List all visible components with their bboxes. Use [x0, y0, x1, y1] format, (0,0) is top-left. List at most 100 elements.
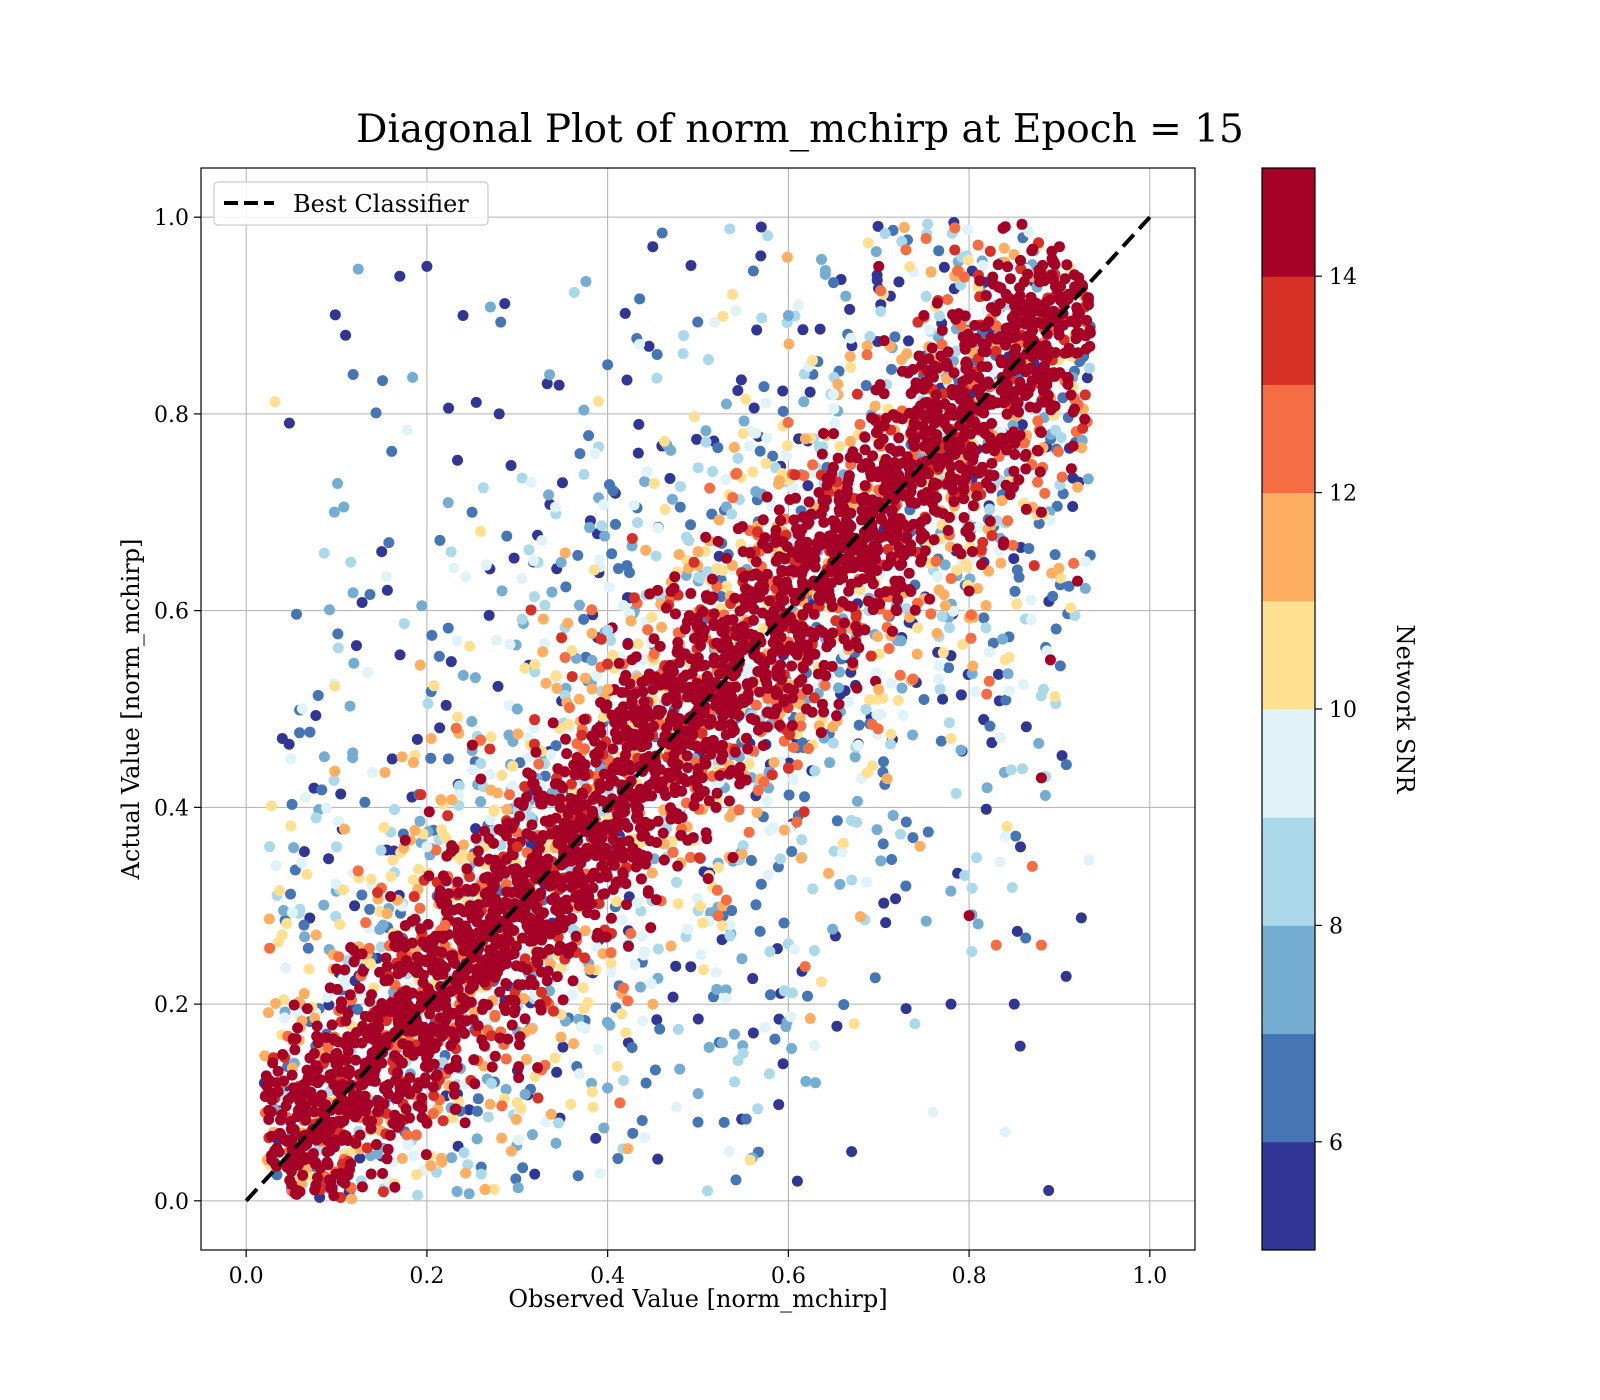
- cloud-point: [1020, 932, 1032, 944]
- cloud-point: [937, 693, 949, 705]
- cloud-point: [699, 684, 711, 696]
- cloud-point: [1032, 476, 1044, 488]
- cloud-point: [682, 762, 694, 774]
- cloud-point: [1083, 854, 1095, 866]
- cloud-point: [605, 912, 617, 924]
- cloud-point: [969, 319, 981, 331]
- cloud-point: [479, 825, 491, 837]
- cloud-point: [639, 753, 651, 765]
- cloud-point: [943, 662, 955, 674]
- cloud-point: [1050, 623, 1062, 635]
- cloud-point: [786, 660, 798, 672]
- cloud-point: [763, 1068, 775, 1080]
- cloud-point: [888, 585, 900, 597]
- cloud-point: [635, 905, 647, 917]
- cloud-point: [589, 909, 601, 921]
- cloud-point: [566, 671, 578, 683]
- cloud-point: [959, 869, 971, 881]
- cloud-point: [802, 743, 814, 755]
- cloud-point: [816, 698, 828, 710]
- cloud-point: [762, 230, 774, 242]
- cloud-point: [1084, 362, 1096, 374]
- cloud-point: [854, 911, 866, 923]
- cloud-point: [575, 812, 587, 824]
- cloud-point: [1022, 268, 1034, 280]
- cloud-point: [591, 840, 603, 852]
- cloud-point: [755, 878, 767, 890]
- cloud-point: [834, 440, 846, 452]
- cloud-point: [498, 943, 510, 955]
- cloud-point: [285, 888, 297, 900]
- cloud-point: [639, 1131, 651, 1143]
- cloud-point: [758, 381, 770, 393]
- cloud-point: [962, 254, 974, 266]
- cloud-point: [732, 452, 744, 464]
- cloud-point: [285, 1116, 297, 1128]
- cloud-point: [588, 564, 600, 576]
- cloud-point: [834, 878, 846, 890]
- cloud-point: [1033, 517, 1045, 529]
- cloud-point: [536, 986, 548, 998]
- cloud-point: [872, 630, 884, 642]
- cloud-point: [364, 589, 376, 601]
- cloud-point: [939, 600, 951, 612]
- cloud-point: [808, 692, 820, 704]
- cloud-point: [372, 886, 384, 898]
- cloud-point: [727, 852, 739, 864]
- cloud-point: [620, 1027, 632, 1039]
- cloud-point: [299, 791, 311, 803]
- cloud-point: [751, 806, 763, 818]
- cloud-point: [318, 899, 330, 911]
- cloud-point: [738, 621, 750, 633]
- cloud-point: [895, 635, 907, 647]
- cloud-point: [499, 298, 511, 310]
- cloud-point: [549, 1052, 561, 1064]
- cloud-point: [860, 380, 872, 392]
- cloud-point: [827, 627, 839, 639]
- cloud-point: [547, 1005, 559, 1017]
- cloud-point: [773, 1099, 785, 1111]
- cloud-point: [878, 388, 890, 400]
- cloud-point: [827, 515, 839, 527]
- cloud-point: [612, 563, 624, 575]
- cloud-point: [692, 1013, 704, 1025]
- cloud-point: [787, 741, 799, 753]
- cloud-point: [986, 737, 998, 749]
- cloud-point: [1008, 465, 1020, 477]
- cloud-point: [833, 682, 845, 694]
- cloud-point: [513, 1039, 525, 1051]
- cloud-point: [625, 615, 637, 627]
- cloud-point: [983, 565, 995, 577]
- cloud-point: [428, 680, 440, 692]
- cloud-point: [1007, 539, 1019, 551]
- cloud-point: [519, 1088, 531, 1100]
- cloud-point: [630, 651, 642, 663]
- cloud-point: [1014, 1040, 1026, 1052]
- cloud-point: [638, 696, 650, 708]
- cloud-point: [877, 838, 889, 850]
- cloud-point: [400, 1103, 412, 1115]
- cloud-point: [980, 600, 992, 612]
- cloud-point: [386, 753, 398, 765]
- cloud-point: [625, 927, 637, 939]
- cloud-point: [506, 864, 518, 876]
- cloud-point: [654, 640, 666, 652]
- cloud-point: [949, 244, 961, 256]
- cloud-point: [823, 867, 835, 879]
- cloud-point: [658, 435, 670, 447]
- cloud-point: [401, 1129, 413, 1141]
- cloud-point: [880, 453, 892, 465]
- cloud-point: [652, 1153, 664, 1165]
- cloud-point: [999, 221, 1011, 233]
- cloud-point: [514, 1031, 526, 1043]
- cloud-point: [479, 1183, 491, 1195]
- cloud-point: [1020, 463, 1032, 475]
- cloud-point: [757, 622, 769, 634]
- cloud-point: [517, 1162, 529, 1174]
- cloud-point: [845, 520, 857, 532]
- cloud-point: [345, 556, 357, 568]
- cloud-point: [470, 823, 482, 835]
- cloud-point: [886, 625, 898, 637]
- cloud-point: [399, 834, 411, 846]
- cloud-point: [799, 433, 811, 445]
